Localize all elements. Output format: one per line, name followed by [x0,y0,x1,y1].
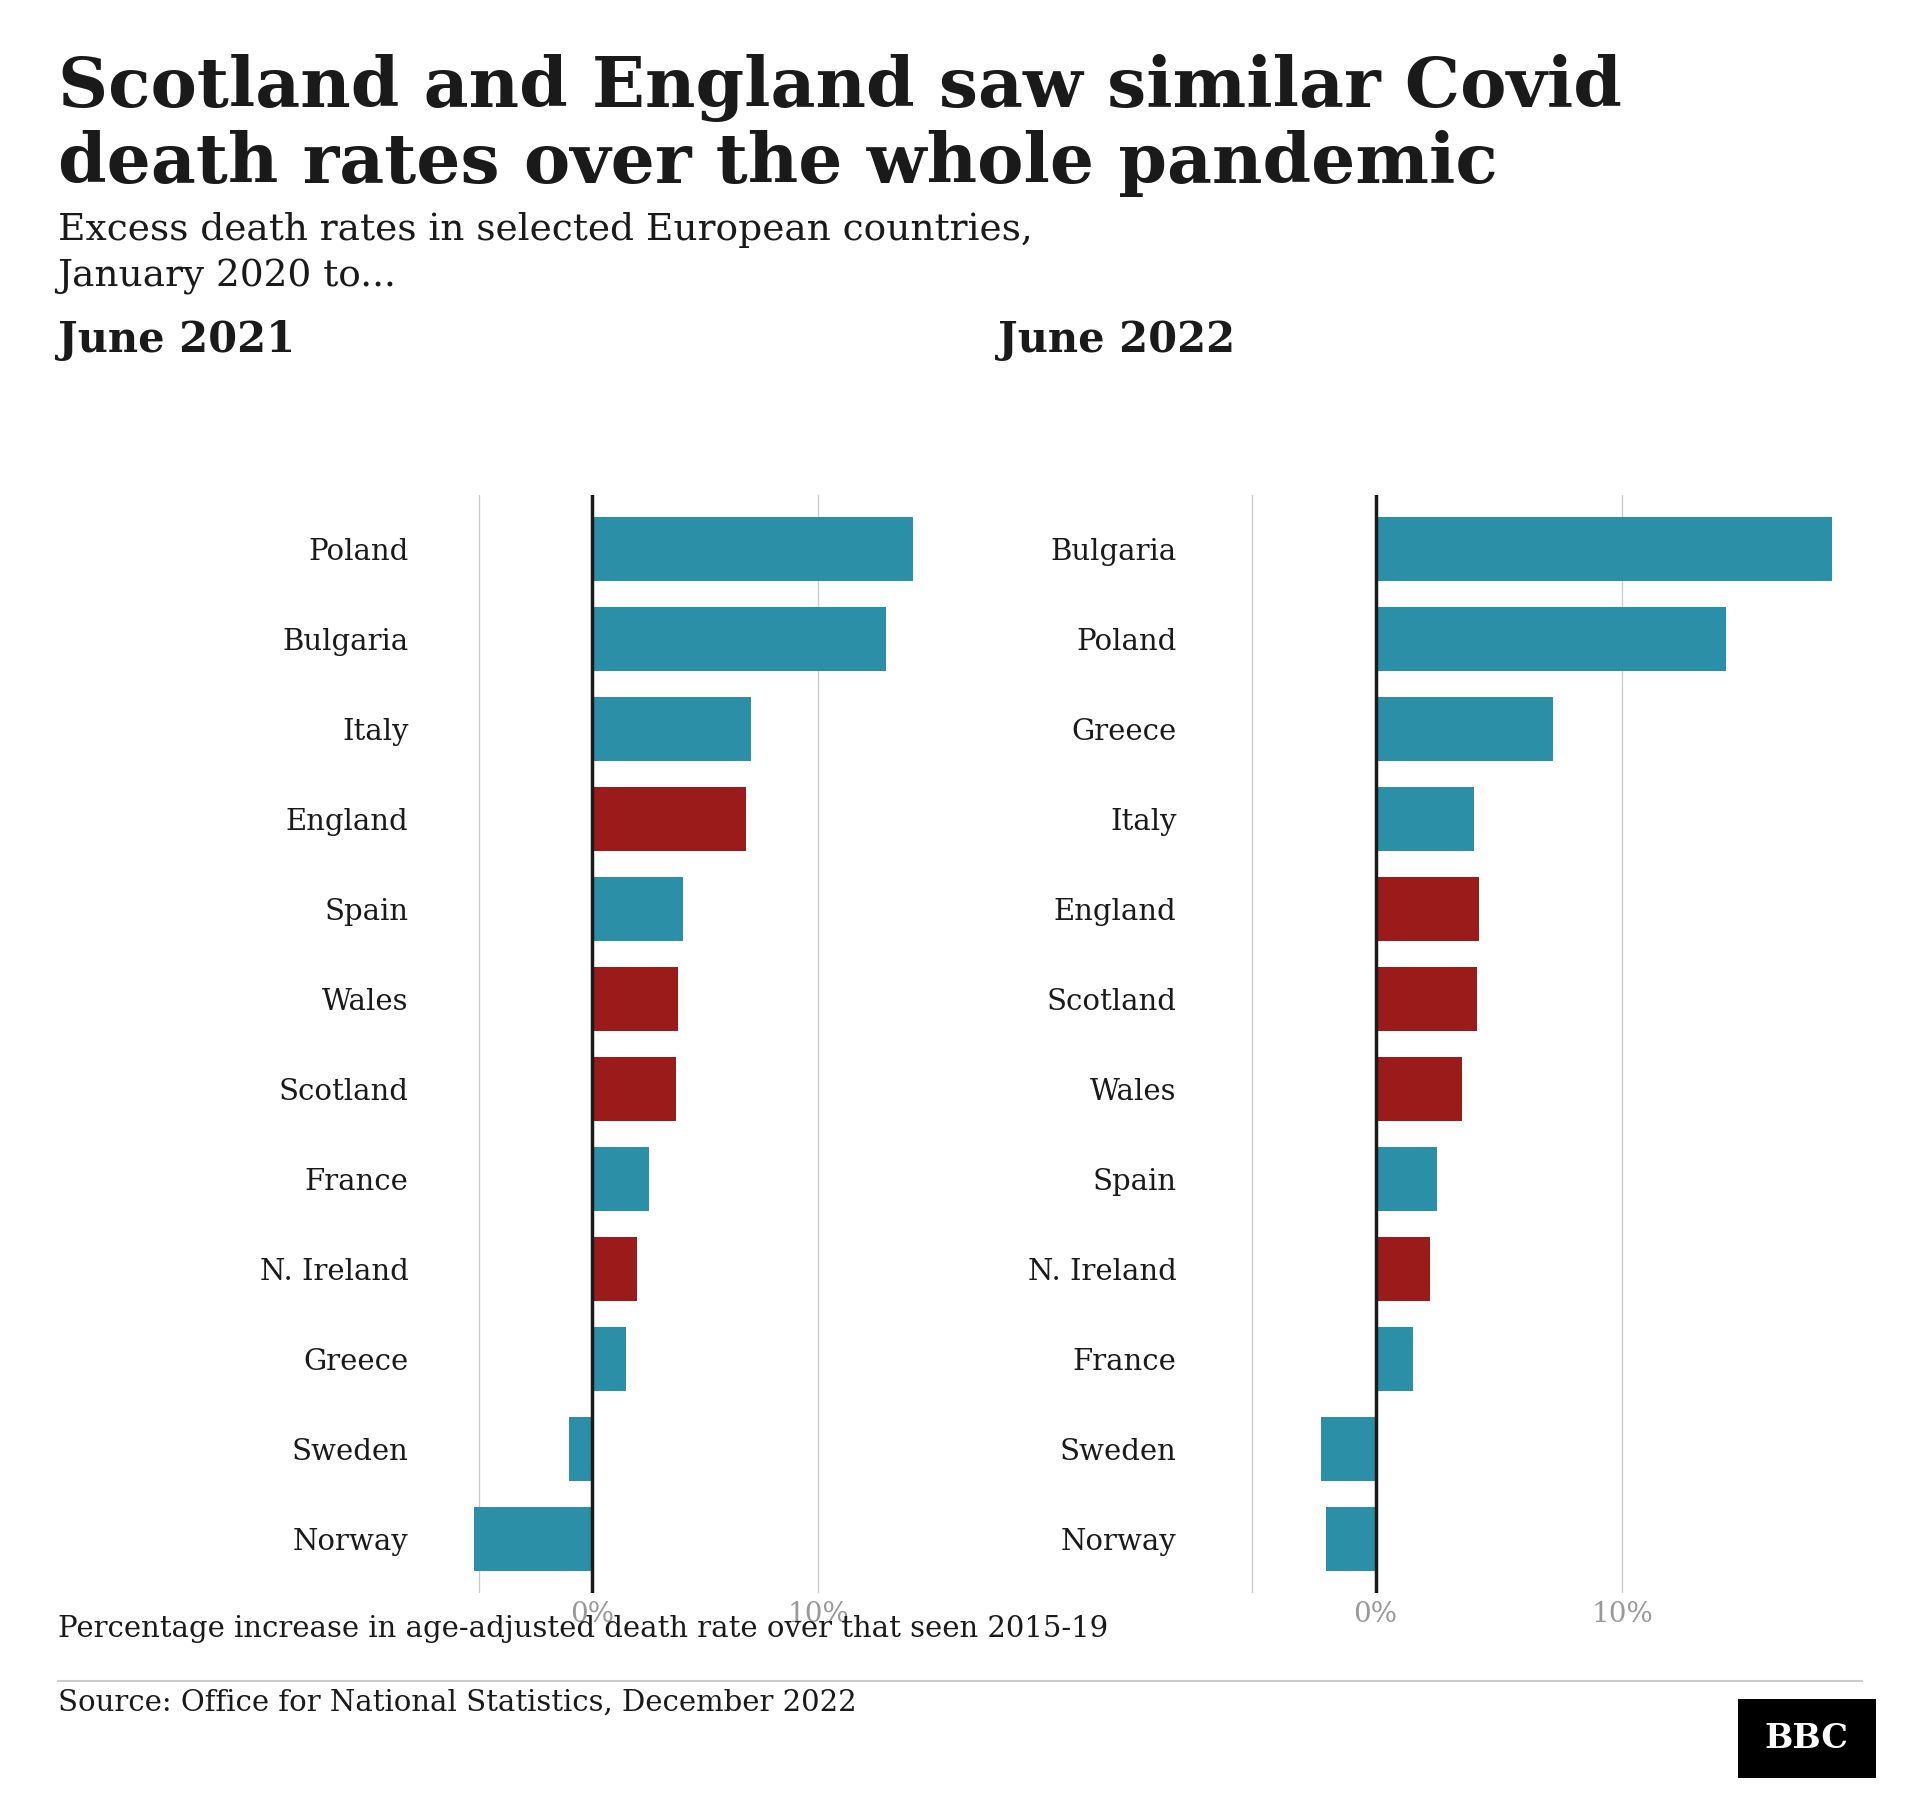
Bar [1375,1057,1461,1121]
Bar [591,1237,637,1301]
Text: June 2021: June 2021 [58,319,296,360]
Bar [474,1507,591,1571]
Bar [1327,1507,1375,1571]
Bar [591,877,684,941]
Bar [1375,607,1726,671]
Bar [1375,1237,1430,1301]
Bar [1375,787,1475,851]
Text: Percentage increase in age-adjusted death rate over that seen 2015-19: Percentage increase in age-adjusted deat… [58,1615,1108,1643]
Bar [1321,1417,1375,1481]
Bar [591,787,747,851]
Bar [591,517,914,581]
Bar [1375,1147,1438,1211]
Text: Scotland and England saw similar Covid: Scotland and England saw similar Covid [58,54,1622,122]
Bar [591,607,887,671]
Bar [1375,1327,1413,1391]
Bar [570,1417,591,1481]
Bar [1375,697,1553,761]
Bar [591,1327,626,1391]
Bar [591,1057,676,1121]
Text: BBC: BBC [1764,1723,1849,1755]
Text: death rates over the whole pandemic: death rates over the whole pandemic [58,130,1498,196]
Text: January 2020 to...: January 2020 to... [58,259,396,295]
Bar [1375,877,1478,941]
Bar [591,967,678,1031]
Text: Source: Office for National Statistics, December 2022: Source: Office for National Statistics, … [58,1688,856,1717]
Bar [1375,517,1832,581]
Text: Excess death rates in selected European countries,: Excess death rates in selected European … [58,212,1033,248]
Bar [1375,967,1476,1031]
Text: June 2022: June 2022 [998,319,1236,360]
Bar [591,697,751,761]
Bar [591,1147,649,1211]
